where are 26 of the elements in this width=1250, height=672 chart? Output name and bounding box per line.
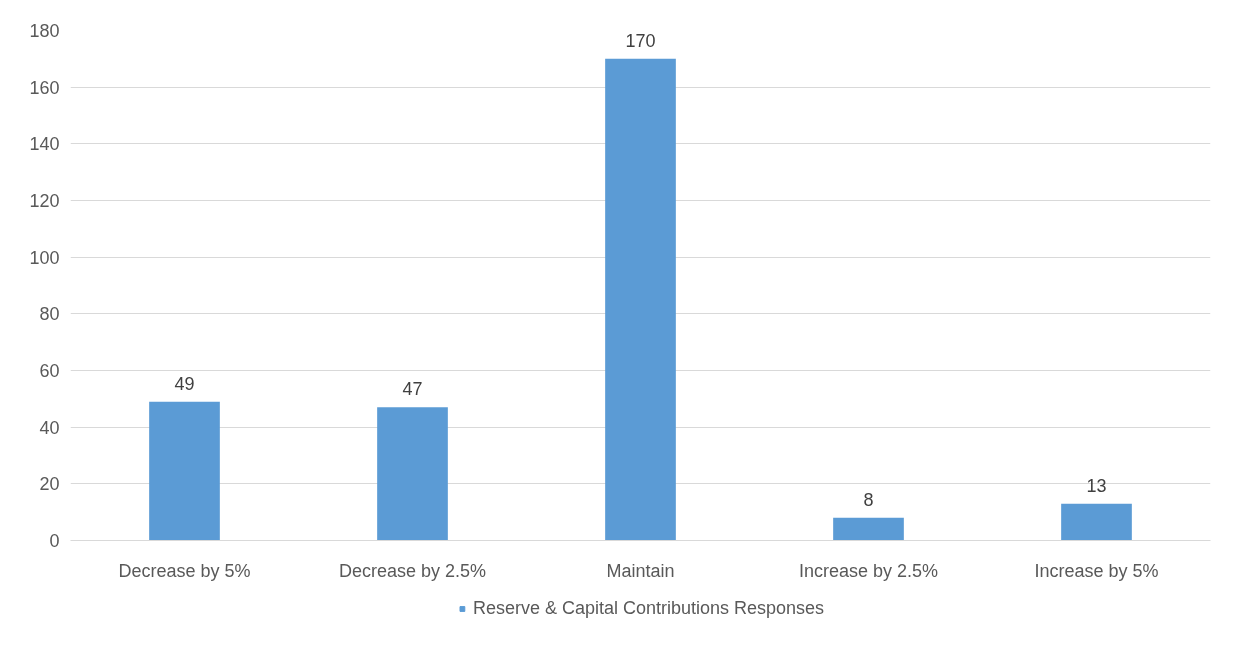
data-label: 49 bbox=[174, 373, 195, 394]
y-tick-label: 160 bbox=[29, 77, 60, 98]
y-tick-label: 100 bbox=[29, 247, 60, 268]
bar bbox=[605, 58, 676, 541]
data-label: 170 bbox=[625, 30, 656, 51]
bar bbox=[149, 401, 220, 541]
x-tick-label: Decrease by 5% bbox=[118, 560, 251, 581]
y-tick-label: 40 bbox=[39, 417, 60, 438]
y-tick-label: 80 bbox=[39, 304, 60, 325]
bar bbox=[1061, 503, 1132, 541]
data-label: 13 bbox=[1086, 475, 1107, 496]
y-tick-label: 140 bbox=[29, 134, 60, 155]
x-tick-label: Increase by 2.5% bbox=[798, 560, 939, 581]
legend-label: Reserve & Capital Contributions Responses bbox=[472, 597, 825, 619]
x-tick-label: Decrease by 2.5% bbox=[338, 560, 487, 581]
y-tick-label: 120 bbox=[29, 191, 60, 211]
bar bbox=[377, 407, 448, 541]
bar bbox=[833, 517, 904, 541]
data-label: 47 bbox=[402, 379, 423, 400]
x-tick-label: Increase by 5% bbox=[1034, 560, 1159, 581]
data-label: 8 bbox=[863, 489, 874, 510]
y-tick-label: 0 bbox=[49, 531, 60, 551]
y-tick-label: 20 bbox=[39, 474, 60, 495]
y-tick-label: 180 bbox=[29, 21, 60, 41]
y-tick-label: 60 bbox=[39, 361, 60, 381]
x-tick-label: Maintain bbox=[606, 560, 675, 581]
